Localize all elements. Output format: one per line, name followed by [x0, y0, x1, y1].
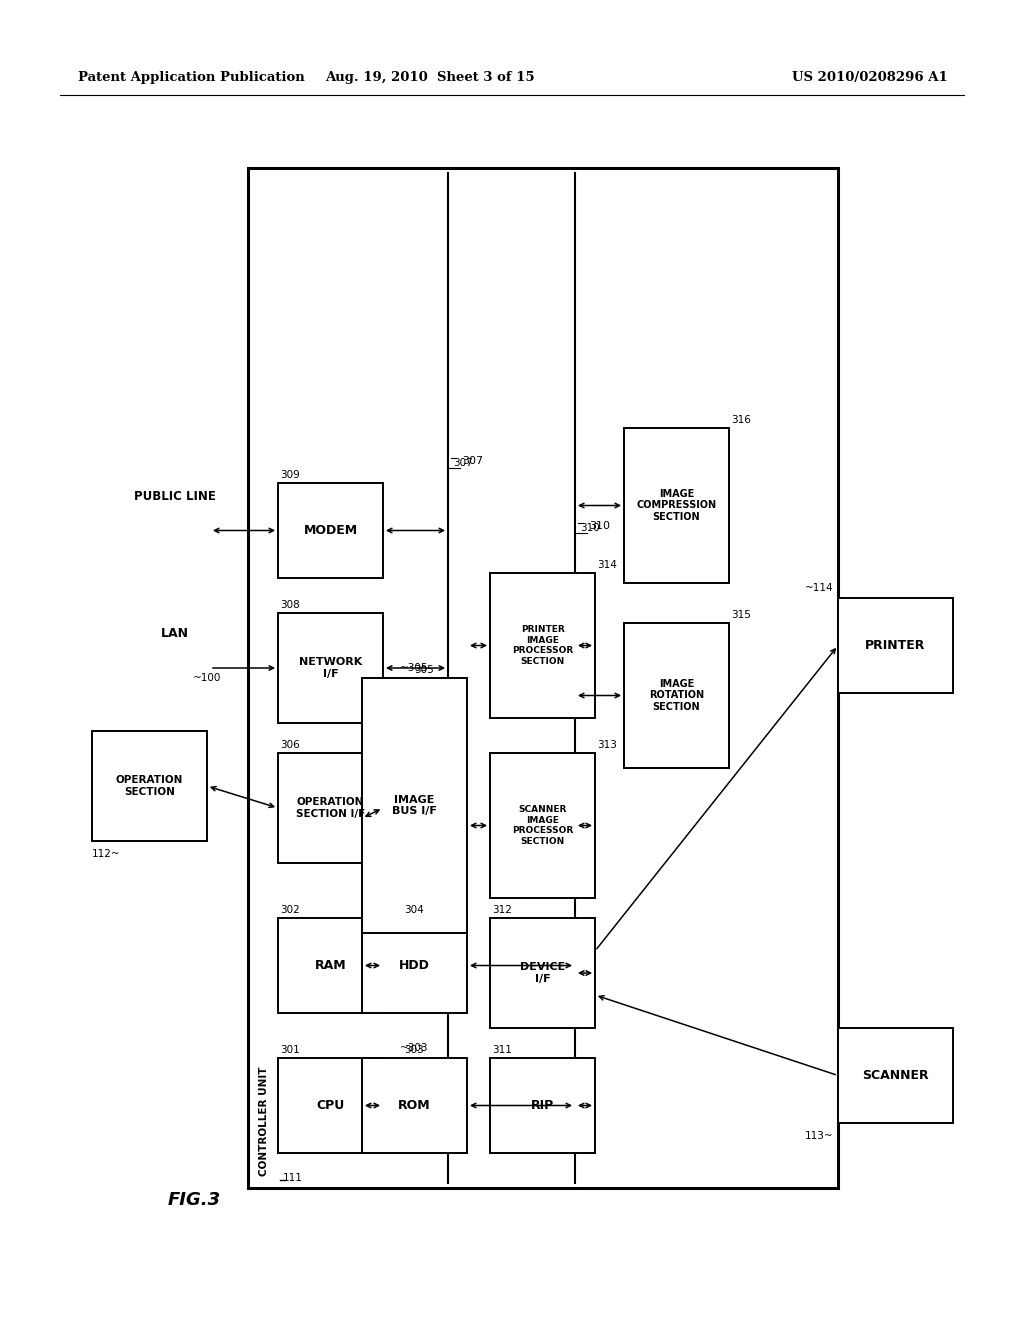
Text: HDD: HDD — [399, 960, 430, 972]
Bar — [490, 917, 595, 1028]
Text: 315: 315 — [731, 610, 751, 620]
Text: 307: 307 — [453, 458, 473, 469]
Text: 311: 311 — [492, 1045, 512, 1055]
Text: NETWORK
I/F: NETWORK I/F — [299, 657, 362, 678]
Text: RIP: RIP — [530, 1100, 554, 1111]
Text: DEVICE
I/F: DEVICE I/F — [520, 962, 565, 983]
Text: 301: 301 — [280, 1045, 300, 1055]
Text: 306: 306 — [280, 741, 300, 750]
Text: MODEM: MODEM — [303, 524, 357, 537]
Bar — [490, 1059, 595, 1152]
Text: PRINTER
IMAGE
PROCESSOR
SECTION: PRINTER IMAGE PROCESSOR SECTION — [512, 626, 573, 665]
Text: PUBLIC LINE: PUBLIC LINE — [134, 490, 216, 503]
Bar — [838, 598, 953, 693]
Text: 302: 302 — [280, 906, 300, 915]
Text: 308: 308 — [280, 601, 300, 610]
Text: 310: 310 — [589, 521, 610, 531]
Text: OPERATION
SECTION I/F: OPERATION SECTION I/F — [296, 797, 366, 818]
Bar — [362, 678, 467, 933]
Text: ~114: ~114 — [805, 583, 833, 593]
Text: IMAGE
BUS I/F: IMAGE BUS I/F — [392, 795, 437, 816]
Bar — [490, 573, 595, 718]
Text: 303: 303 — [404, 1045, 424, 1055]
Bar — [278, 1059, 383, 1152]
Text: LAN: LAN — [161, 627, 189, 640]
Bar — [278, 752, 383, 863]
Text: Patent Application Publication: Patent Application Publication — [78, 71, 305, 84]
Text: 310: 310 — [580, 523, 600, 533]
Text: SCANNER
IMAGE
PROCESSOR
SECTION: SCANNER IMAGE PROCESSOR SECTION — [512, 805, 573, 846]
Text: 307: 307 — [462, 455, 483, 466]
Text: IMAGE
COMPRESSION
SECTION: IMAGE COMPRESSION SECTION — [637, 488, 717, 523]
Bar — [490, 752, 595, 898]
Text: OPERATION
SECTION: OPERATION SECTION — [116, 775, 183, 797]
Text: ROM: ROM — [398, 1100, 431, 1111]
Bar — [278, 483, 383, 578]
Text: US 2010/0208296 A1: US 2010/0208296 A1 — [793, 71, 948, 84]
Text: 309: 309 — [280, 470, 300, 480]
Text: IMAGE
ROTATION
SECTION: IMAGE ROTATION SECTION — [649, 678, 705, 711]
Text: CPU: CPU — [316, 1100, 345, 1111]
Text: 111: 111 — [283, 1173, 303, 1183]
Bar — [624, 428, 729, 583]
Text: 304: 304 — [404, 906, 424, 915]
Bar — [624, 623, 729, 768]
Text: PRINTER: PRINTER — [865, 639, 926, 652]
Text: 316: 316 — [731, 414, 751, 425]
Bar — [362, 917, 467, 1012]
Text: ~303: ~303 — [400, 1043, 429, 1053]
Bar — [248, 168, 838, 1188]
Text: 112~: 112~ — [92, 849, 121, 859]
Bar — [838, 1028, 953, 1123]
Text: 113~: 113~ — [805, 1131, 833, 1140]
Text: SCANNER: SCANNER — [862, 1069, 929, 1082]
Bar — [362, 1059, 467, 1152]
Bar — [278, 612, 383, 723]
Bar — [278, 917, 383, 1012]
Text: 305: 305 — [415, 665, 434, 675]
Text: ~100: ~100 — [193, 673, 221, 682]
Text: 313: 313 — [597, 741, 616, 750]
Bar — [92, 731, 207, 841]
Text: CONTROLLER UNIT: CONTROLLER UNIT — [259, 1067, 269, 1176]
Text: 314: 314 — [597, 560, 616, 570]
Text: RAM: RAM — [314, 960, 346, 972]
Text: FIG.3: FIG.3 — [168, 1191, 221, 1209]
Text: ~305: ~305 — [400, 663, 429, 673]
Text: 312: 312 — [492, 906, 512, 915]
Text: Aug. 19, 2010  Sheet 3 of 15: Aug. 19, 2010 Sheet 3 of 15 — [326, 71, 535, 84]
